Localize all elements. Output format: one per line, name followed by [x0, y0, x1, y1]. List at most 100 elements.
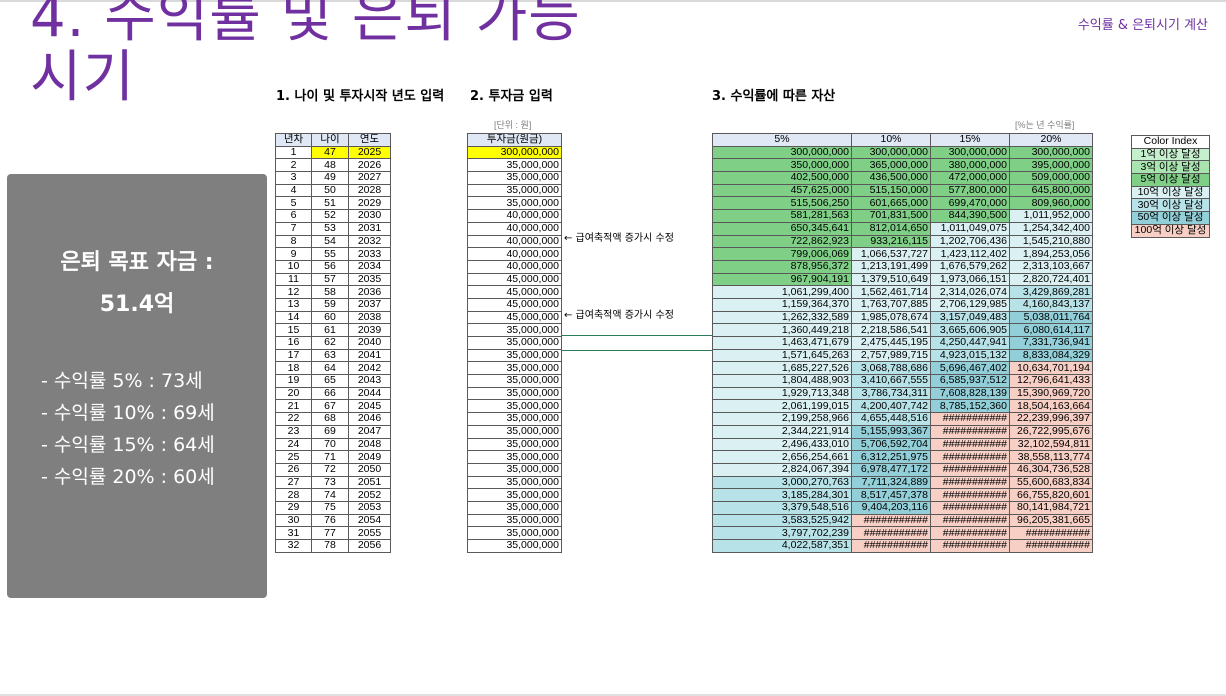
cell-investment[interactable]: 35,000,000 [467, 323, 562, 337]
cell-asset[interactable]: 1,929,713,348 [712, 386, 852, 401]
cell-year[interactable]: 29 [275, 500, 312, 515]
cell-asset[interactable]: 2,218,586,541 [851, 323, 931, 337]
cell-age[interactable]: 73 [311, 475, 349, 490]
cell-asset[interactable]: 10,634,701,194 [1009, 361, 1093, 376]
cell-asset[interactable]: 2,496,433,010 [712, 437, 852, 452]
cell-asset[interactable]: 12,796,641,433 [1009, 374, 1093, 388]
cell-asset[interactable]: 844,390,500 [930, 209, 1010, 223]
cell-yr[interactable]: 2027 [348, 171, 391, 185]
cell-asset[interactable]: 2,313,103,667 [1009, 259, 1093, 274]
cell-asset[interactable]: 601,665,000 [851, 196, 931, 211]
cell-asset[interactable]: 4,022,587,351 [712, 539, 852, 553]
cell-asset[interactable]: ########### [930, 424, 1010, 439]
cell-asset[interactable]: 2,314,026,074 [930, 285, 1010, 299]
cell-asset[interactable]: 1,360,449,218 [712, 323, 852, 337]
cell-investment[interactable]: 40,000,000 [467, 259, 562, 274]
cell-asset[interactable]: ########### [1009, 526, 1093, 540]
cell-year[interactable]: 4 [275, 183, 312, 198]
cell-asset[interactable]: 1,159,364,370 [712, 297, 852, 312]
cell-asset[interactable]: 577,800,000 [930, 183, 1010, 198]
cell-asset[interactable]: 55,600,683,834 [1009, 475, 1093, 490]
cell-investment[interactable]: 35,000,000 [467, 196, 562, 211]
cell-asset[interactable]: 4,200,407,742 [851, 399, 931, 414]
cell-investment[interactable]: 35,000,000 [467, 500, 562, 515]
cell-asset[interactable]: 722,862,923 [712, 234, 852, 249]
cell-yr[interactable]: 2031 [348, 221, 391, 236]
cell-asset[interactable]: 46,304,736,528 [1009, 462, 1093, 477]
cell-yr[interactable]: 2044 [348, 386, 391, 401]
cell-year[interactable]: 23 [275, 424, 312, 439]
cell-asset[interactable]: 3,185,284,301 [712, 488, 852, 502]
cell-asset[interactable]: ########### [930, 462, 1010, 477]
cell-asset[interactable]: 650,345,641 [712, 221, 852, 236]
cell-asset[interactable]: 8,517,457,378 [851, 488, 931, 502]
cell-asset[interactable]: ########### [930, 450, 1010, 464]
cell-year[interactable]: 20 [275, 386, 312, 401]
cell-year[interactable]: 28 [275, 488, 312, 502]
cell-age[interactable]: 67 [311, 399, 349, 414]
cell-investment[interactable]: 45,000,000 [467, 310, 562, 325]
cell-age[interactable]: 50 [311, 183, 349, 198]
cell-asset[interactable]: 1,985,078,674 [851, 310, 931, 325]
cell-asset[interactable]: 1,011,049,075 [930, 221, 1010, 236]
cell-asset[interactable]: 2,656,254,661 [712, 450, 852, 464]
cell-investment[interactable]: 35,000,000 [467, 399, 562, 414]
cell-investment[interactable]: 35,000,000 [467, 183, 562, 198]
cell-age[interactable]: 62 [311, 336, 349, 350]
cell-year[interactable]: 2 [275, 158, 312, 173]
cell-age[interactable]: 61 [311, 323, 349, 337]
cell-asset[interactable]: 3,157,049,483 [930, 310, 1010, 325]
cell-yr[interactable]: 2050 [348, 462, 391, 477]
cell-year[interactable]: 3 [275, 171, 312, 185]
cell-yr[interactable]: 2034 [348, 259, 391, 274]
cell-asset[interactable]: 1,545,210,880 [1009, 234, 1093, 249]
cell-year[interactable]: 21 [275, 399, 312, 414]
cell-year[interactable]: 19 [275, 374, 312, 388]
cell-asset[interactable]: 933,216,115 [851, 234, 931, 249]
cell-asset[interactable]: 2,199,258,966 [712, 412, 852, 426]
cell-investment[interactable]: 35,000,000 [467, 386, 562, 401]
cell-yr[interactable]: 2041 [348, 348, 391, 363]
cell-year[interactable]: 5 [275, 196, 312, 211]
cell-investment[interactable]: 35,000,000 [467, 336, 562, 350]
cell-asset[interactable]: 3,068,788,686 [851, 361, 931, 376]
cell-investment[interactable]: 35,000,000 [467, 361, 562, 376]
cell-year[interactable]: 24 [275, 437, 312, 452]
cell-asset[interactable]: 1,894,253,056 [1009, 247, 1093, 261]
cell-asset[interactable]: 3,583,525,942 [712, 513, 852, 528]
cell-investment[interactable]: 35,000,000 [467, 462, 562, 477]
cell-asset[interactable]: ########### [930, 526, 1010, 540]
cell-asset[interactable]: 1,763,707,885 [851, 297, 931, 312]
cell-asset[interactable]: 967,904,191 [712, 272, 852, 287]
cell-asset[interactable]: 2,475,445,195 [851, 336, 931, 350]
cell-asset[interactable]: 1,562,461,714 [851, 285, 931, 299]
cell-age[interactable]: 66 [311, 386, 349, 401]
cell-asset[interactable]: 6,978,477,172 [851, 462, 931, 477]
cell-asset[interactable]: ########### [930, 539, 1010, 553]
cell-asset[interactable]: 5,696,467,402 [930, 361, 1010, 376]
cell-asset[interactable]: ########### [851, 539, 931, 553]
cell-year[interactable]: 10 [275, 259, 312, 274]
cell-yr[interactable]: 2039 [348, 323, 391, 337]
cell-asset[interactable]: 645,800,000 [1009, 183, 1093, 198]
cell-age[interactable]: 74 [311, 488, 349, 502]
cell-age[interactable]: 58 [311, 285, 349, 299]
cell-age[interactable]: 78 [311, 539, 349, 553]
cell-investment[interactable]: 35,000,000 [467, 412, 562, 426]
cell-age[interactable]: 70 [311, 437, 349, 452]
cell-asset[interactable]: 365,000,000 [851, 158, 931, 173]
cell-investment[interactable]: 40,000,000 [467, 209, 562, 223]
cell-asset[interactable]: 2,824,067,394 [712, 462, 852, 477]
cell-asset[interactable]: 350,000,000 [712, 158, 852, 173]
cell-asset[interactable]: 7,608,828,139 [930, 386, 1010, 401]
cell-asset[interactable]: 3,379,548,516 [712, 500, 852, 515]
cell-yr[interactable]: 2047 [348, 424, 391, 439]
cell-investment[interactable]: 35,000,000 [467, 539, 562, 553]
cell-yr[interactable]: 2035 [348, 272, 391, 287]
cell-investment[interactable]: 35,000,000 [467, 374, 562, 388]
cell-asset[interactable]: 701,831,500 [851, 209, 931, 223]
cell-age[interactable]: 64 [311, 361, 349, 376]
cell-asset[interactable]: ########### [930, 513, 1010, 528]
cell-year[interactable]: 11 [275, 272, 312, 287]
cell-investment[interactable]: 35,000,000 [467, 171, 562, 185]
